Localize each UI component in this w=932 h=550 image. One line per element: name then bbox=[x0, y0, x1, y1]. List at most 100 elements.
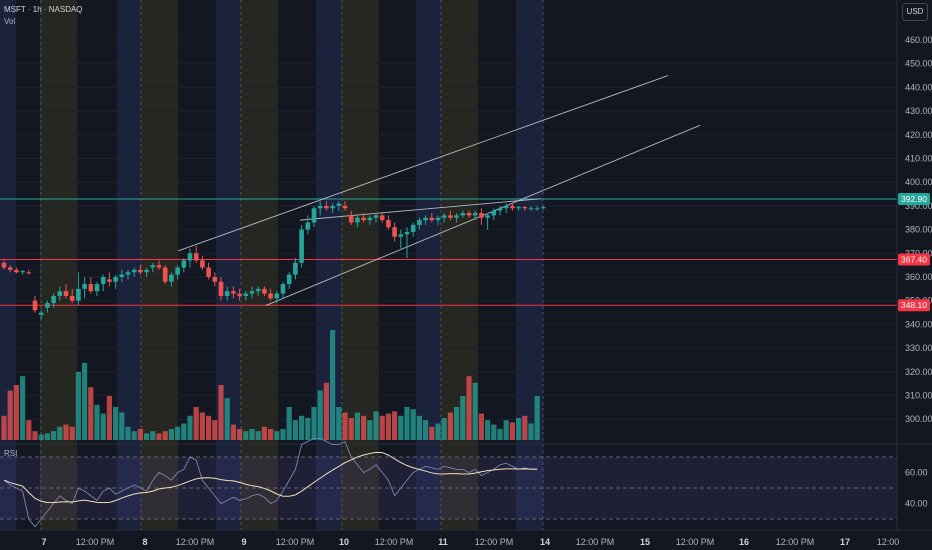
candle-body bbox=[107, 279, 112, 282]
y-tick-label: 370.00 bbox=[905, 248, 932, 258]
x-tick-label: 12:00 PM bbox=[475, 537, 514, 547]
y-tick-label: 430.00 bbox=[905, 106, 932, 116]
volume-bar bbox=[1, 415, 7, 440]
volume-bar bbox=[274, 431, 280, 440]
candle-body bbox=[113, 277, 118, 282]
candle-body bbox=[231, 291, 236, 294]
session-band bbox=[416, 0, 441, 530]
candle-body bbox=[386, 220, 391, 228]
price-tag-label: 392.90 bbox=[901, 194, 927, 204]
symbol-title[interactable]: MSFT · 1h · NASDAQ bbox=[4, 5, 83, 14]
x-tick-label: 15 bbox=[640, 537, 650, 547]
volume-bar bbox=[330, 330, 336, 440]
candle-body bbox=[528, 208, 534, 210]
volume-bar bbox=[150, 431, 156, 440]
x-tick-label: 12:00 bbox=[877, 537, 900, 547]
volume-bar bbox=[187, 415, 193, 440]
x-tick-label: 12:00 PM bbox=[776, 537, 815, 547]
price-tag bbox=[898, 193, 930, 206]
volume-bar bbox=[509, 422, 515, 440]
volume-bar bbox=[441, 418, 447, 440]
volume-bar bbox=[460, 396, 466, 440]
price-tag bbox=[898, 253, 930, 266]
candle-body bbox=[51, 295, 56, 304]
volume-bar bbox=[336, 407, 342, 440]
candle-body bbox=[181, 260, 187, 268]
volume-bar bbox=[199, 412, 205, 440]
volume-bar bbox=[32, 431, 38, 440]
volume-bar bbox=[280, 429, 286, 440]
candle-body bbox=[280, 284, 286, 294]
volume-bar bbox=[224, 398, 230, 440]
y-tick-label: 440.00 bbox=[905, 82, 932, 92]
candle-body bbox=[299, 229, 304, 263]
y-tick-label: 420.00 bbox=[905, 130, 932, 140]
candle-body bbox=[138, 269, 143, 273]
volume-bar bbox=[410, 409, 416, 440]
candle-body bbox=[516, 207, 521, 209]
candle-body bbox=[423, 217, 428, 221]
volume-bar bbox=[367, 420, 373, 440]
price-tag bbox=[898, 299, 930, 312]
volume-bar bbox=[38, 434, 44, 440]
candle-body bbox=[417, 220, 422, 225]
channel-line bbox=[299, 198, 541, 221]
y-tick-label: 300.00 bbox=[905, 414, 932, 424]
candle-body bbox=[45, 303, 50, 308]
volume-bar bbox=[528, 423, 534, 440]
candle-body bbox=[274, 293, 280, 299]
y-tick-label: 460.00 bbox=[905, 35, 932, 45]
volume-bar bbox=[466, 376, 472, 440]
volume-bar bbox=[82, 363, 88, 440]
volume-bar bbox=[144, 433, 150, 440]
candle-body bbox=[94, 284, 100, 292]
candle-body bbox=[398, 234, 404, 237]
candle-body bbox=[305, 222, 311, 230]
rsi-tick-label: 60.00 bbox=[905, 468, 928, 478]
candle-body bbox=[373, 215, 379, 218]
candle-body bbox=[510, 205, 515, 209]
volume-label: Vol bbox=[4, 17, 16, 26]
candle-body bbox=[119, 274, 125, 277]
candle-body bbox=[38, 312, 44, 315]
x-tick-label: 12:00 PM bbox=[276, 537, 315, 547]
session-band bbox=[316, 0, 342, 530]
volume-bar bbox=[268, 429, 274, 440]
volume-bar bbox=[237, 429, 243, 440]
candle-body bbox=[429, 217, 435, 221]
candle-body bbox=[392, 227, 397, 237]
volume-bar bbox=[522, 415, 528, 440]
candle-body bbox=[435, 217, 441, 221]
volume-bar bbox=[156, 433, 162, 440]
candle-body bbox=[348, 215, 354, 223]
currency-button[interactable]: USD bbox=[902, 3, 928, 21]
volume-bar bbox=[478, 413, 484, 440]
volume-bar bbox=[404, 407, 410, 440]
volume-bar bbox=[503, 420, 509, 440]
candle-body bbox=[69, 295, 75, 301]
volume-bar bbox=[75, 371, 81, 440]
candle-body bbox=[14, 269, 19, 273]
volume-bar bbox=[131, 431, 137, 440]
candle-body bbox=[336, 203, 342, 206]
volume-bar bbox=[429, 426, 435, 440]
candle-body bbox=[472, 213, 478, 216]
volume-bar bbox=[361, 415, 367, 440]
channel-line bbox=[177, 75, 669, 252]
volume-bar bbox=[342, 412, 348, 440]
price-tag-label: 367.40 bbox=[901, 254, 927, 264]
x-tick-label: 11 bbox=[438, 537, 448, 547]
y-tick-label: 380.00 bbox=[905, 225, 932, 235]
volume-bar bbox=[292, 420, 298, 440]
volume-bar bbox=[249, 429, 255, 440]
volume-bar bbox=[373, 411, 379, 440]
volume-bar bbox=[255, 431, 261, 440]
session-band bbox=[117, 0, 141, 530]
y-tick-label: 320.00 bbox=[905, 367, 932, 377]
candle-body bbox=[466, 213, 472, 216]
candle-body bbox=[76, 288, 81, 301]
volume-bar bbox=[379, 415, 385, 440]
candle-body bbox=[206, 267, 211, 277]
candle-body bbox=[243, 293, 249, 296]
